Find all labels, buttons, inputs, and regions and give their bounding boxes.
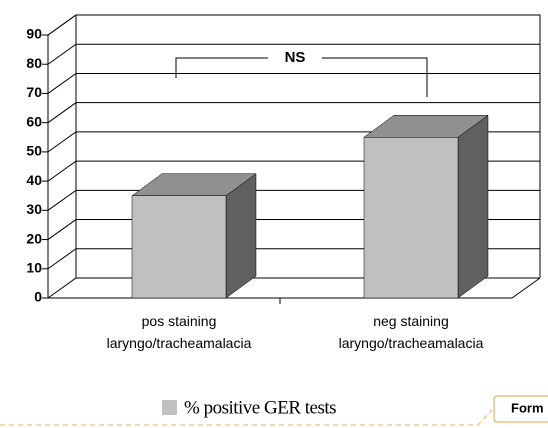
x-tick-label: pos staining laryngo/tracheamalacia [107, 313, 252, 351]
grid-line [47, 14, 540, 36]
form-label: Form [511, 400, 544, 415]
bar [363, 137, 459, 299]
x-tick-label: neg staining laryngo/tracheamalacia [339, 313, 484, 351]
axis-edge [47, 14, 77, 36]
dashed-rule [0, 409, 493, 426]
form-box [493, 395, 548, 423]
grid-line [47, 43, 540, 65]
y-tick-label: 90 [26, 26, 42, 42]
y-tick-label: 50 [26, 143, 42, 159]
y-tick-label: 70 [26, 84, 42, 100]
bracket-right [322, 57, 428, 97]
y-tick-label: 30 [26, 201, 42, 217]
grid-line [47, 102, 540, 124]
y-tick-label: 0 [34, 289, 42, 305]
bar-side [457, 114, 489, 299]
legend-swatch [162, 400, 177, 415]
y-tick-label: 20 [26, 230, 42, 246]
y-tick-label: 60 [26, 113, 42, 129]
legend-label: % positive GER tests [184, 397, 336, 418]
y-tick-label: 40 [26, 172, 42, 188]
y-tick-label: 80 [26, 55, 42, 71]
bracket-left [175, 57, 268, 78]
grid-line [47, 72, 540, 94]
bar [131, 195, 227, 299]
annotation: NS [285, 49, 306, 66]
significance-bracket [175, 57, 428, 97]
y-tick-label: 10 [26, 259, 42, 275]
plot: 0 10 20 30 40 50 60 70 80 90 pos staining laryngo/t… [26, 14, 541, 418]
